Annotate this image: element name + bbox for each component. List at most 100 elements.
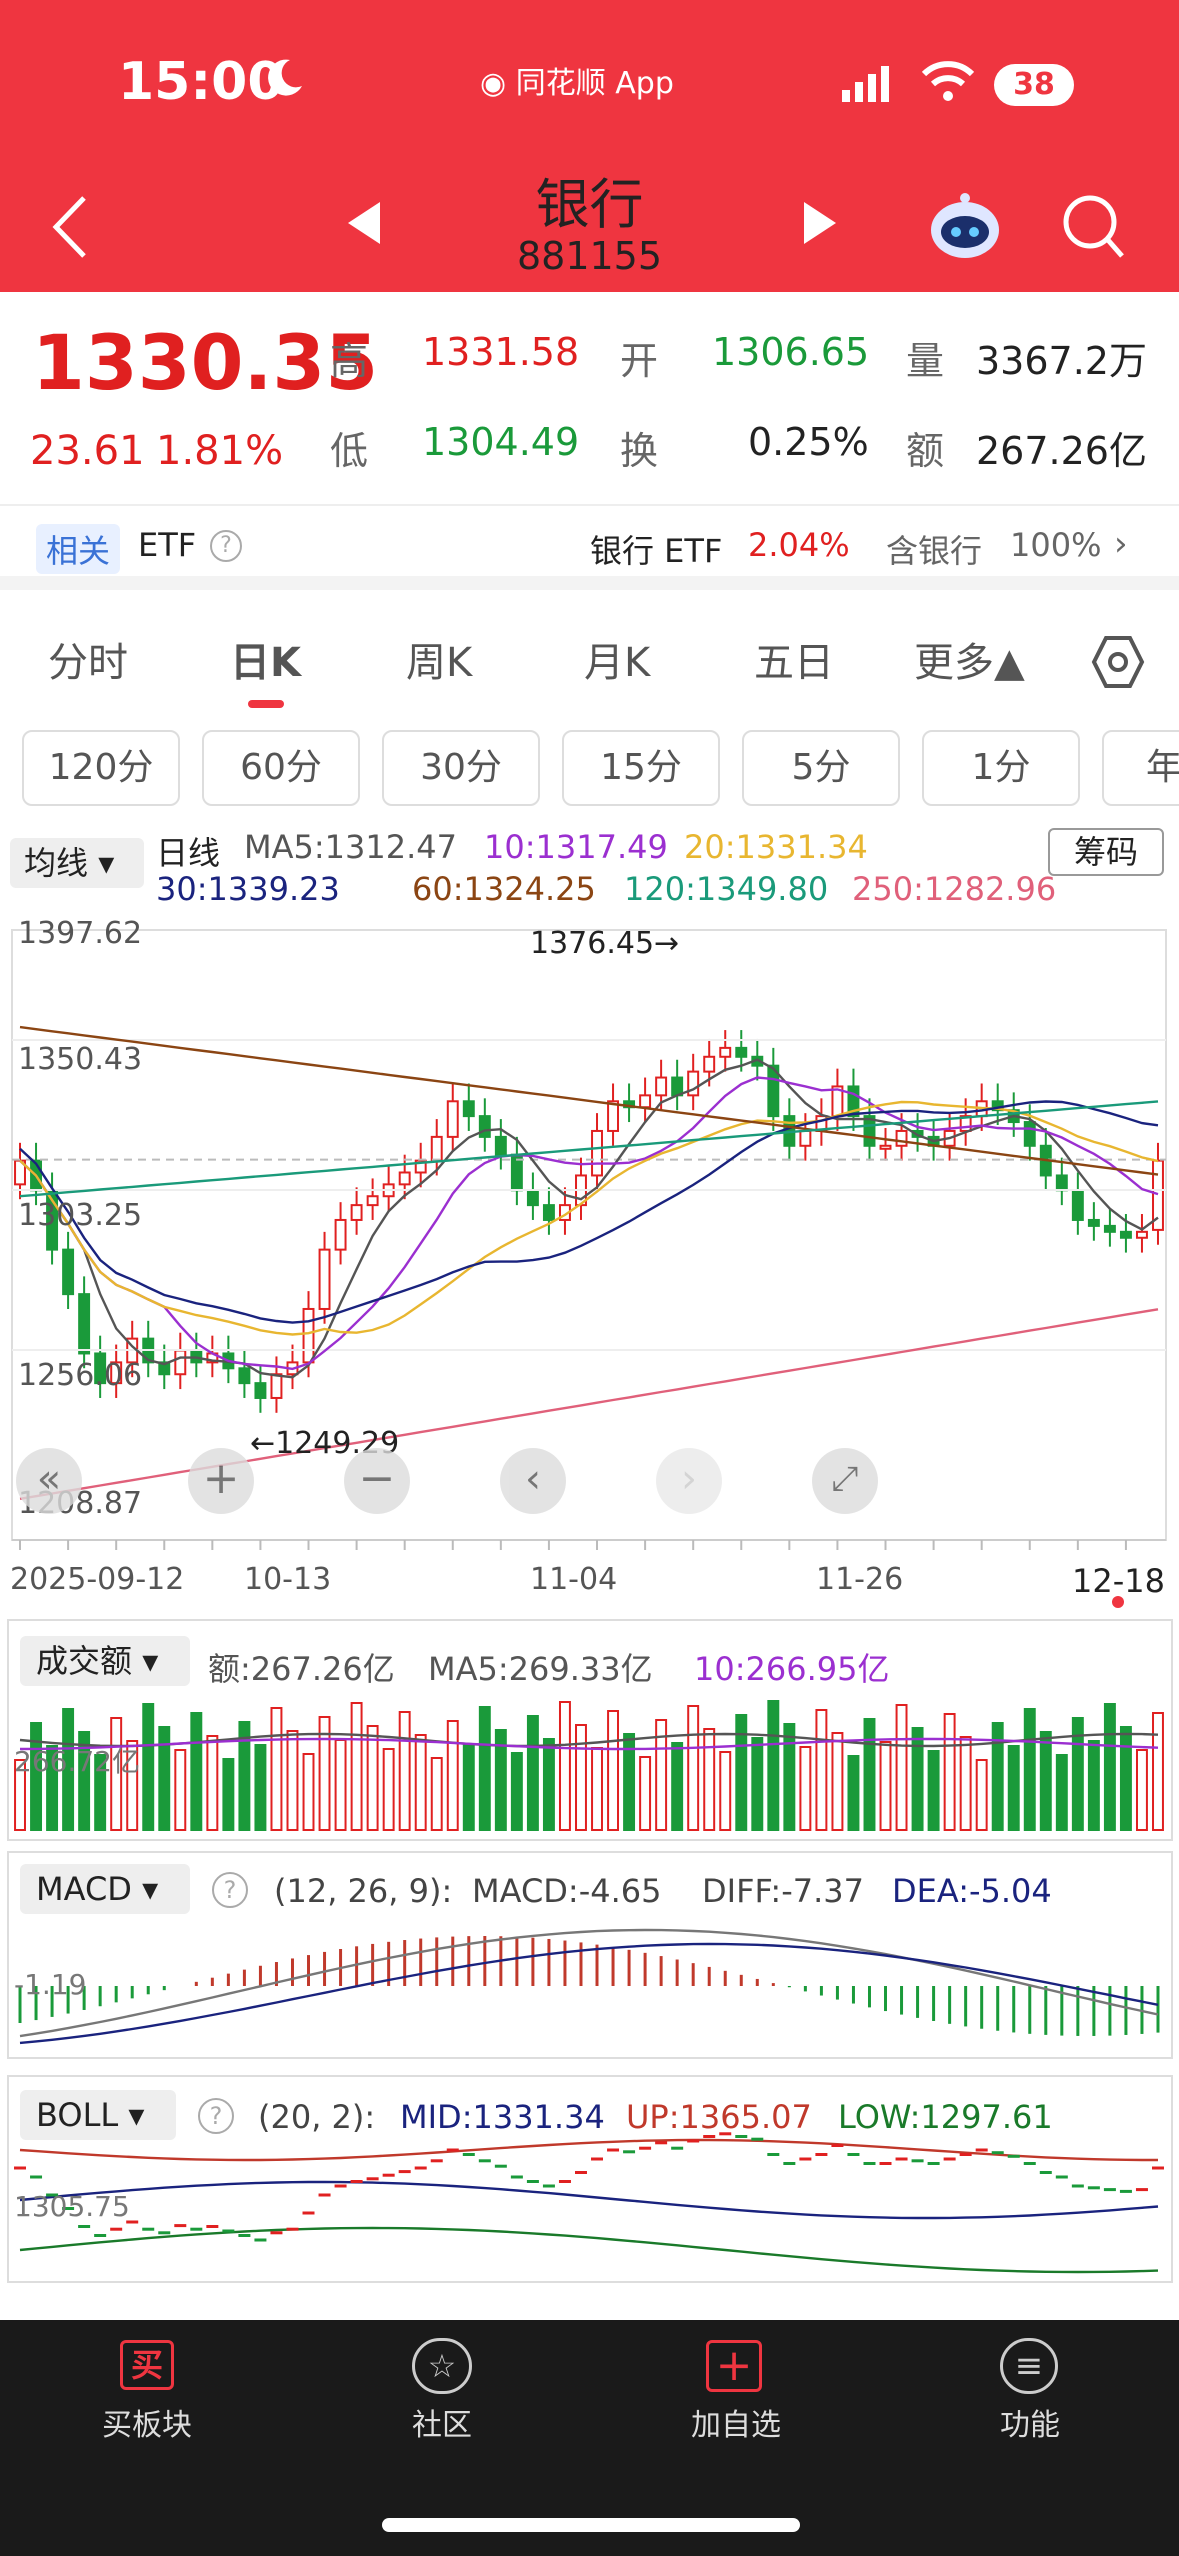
max-note: 1376.45→: [530, 926, 680, 961]
tab-weekly-k[interactable]: 周K: [406, 640, 473, 686]
nav-add-watchlist[interactable]: 加自选: [691, 2408, 781, 2443]
x-tick-1: 10-13: [244, 1562, 332, 1597]
wifi-icon: [922, 61, 974, 101]
low-value: 1304.49: [422, 420, 580, 464]
volume-bar: [607, 1710, 620, 1831]
volume-bar: [366, 1725, 379, 1831]
candle-body: [863, 1115, 876, 1147]
volume-bar: [238, 1721, 251, 1831]
macd-help-icon[interactable]: ?: [212, 1872, 248, 1908]
candle-body: [1119, 1230, 1132, 1239]
period-120m[interactable]: 120分: [22, 730, 180, 806]
tab-five-day[interactable]: 五日: [754, 640, 834, 686]
candle-body: [494, 1135, 507, 1156]
tab-daily-k[interactable]: 日K: [230, 640, 301, 686]
candle-body: [847, 1085, 860, 1118]
volume-bar: [318, 1716, 331, 1831]
volume-bar: [863, 1718, 876, 1831]
scroll-left-icon[interactable]: ‹: [500, 1448, 566, 1514]
period-15m[interactable]: 15分: [562, 730, 720, 806]
volume-bar: [687, 1705, 700, 1831]
macd-value: MACD:-4.65: [472, 1872, 662, 1910]
ma5-line: [19, 1058, 1159, 1379]
volume-bar: [991, 1722, 1004, 1831]
add-watchlist-icon[interactable]: +: [706, 2340, 762, 2392]
nav-buy-sector[interactable]: 买板块: [102, 2408, 192, 2443]
ma30-line: [19, 1100, 1159, 1324]
zoom-in-icon[interactable]: +: [188, 1448, 254, 1514]
tab-monthly-k[interactable]: 月K: [584, 640, 651, 686]
back-icon[interactable]: [46, 192, 96, 262]
volume-bar: [735, 1714, 748, 1831]
etf-row[interactable]: [0, 504, 1179, 590]
amount-label: 额: [906, 429, 945, 473]
community-icon[interactable]: ☆: [412, 2338, 472, 2394]
boll-low: LOW:1297.61: [838, 2098, 1053, 2136]
menu-icon[interactable]: ≡: [1000, 2338, 1058, 2394]
scroll-right-icon[interactable]: ›: [656, 1448, 722, 1514]
search-icon[interactable]: [1060, 192, 1126, 262]
candle-body: [1055, 1174, 1068, 1192]
volume-bar: [510, 1752, 523, 1831]
volume-bar: [1135, 1749, 1148, 1831]
current-dot: [1112, 1596, 1124, 1608]
zoom-out-icon[interactable]: −: [344, 1448, 410, 1514]
volume-bar: [190, 1712, 203, 1831]
volume-bar: [158, 1726, 171, 1831]
volume-bar: [895, 1704, 908, 1831]
volume-bar: [1152, 1712, 1164, 1831]
macd-selector[interactable]: MACD ▾: [20, 1864, 190, 1914]
volume-bar: [126, 1740, 139, 1831]
boll-selector[interactable]: BOLL ▾: [20, 2090, 176, 2140]
volume-bar: [462, 1743, 475, 1831]
app-badge[interactable]: ◉ 同花顺 App: [480, 58, 674, 102]
bank-etf-label[interactable]: 银行 ETF: [590, 532, 723, 570]
buy-sector-icon[interactable]: 买: [120, 2340, 174, 2390]
robot-assistant-icon[interactable]: [926, 190, 1004, 262]
candle-body: [462, 1100, 475, 1118]
volume-bar: [975, 1759, 988, 1831]
volume-scale: 266.72亿: [14, 1745, 140, 1778]
prev-stock-icon[interactable]: [344, 200, 384, 246]
candle-body: [735, 1046, 748, 1058]
period-60m[interactable]: 60分: [202, 730, 360, 806]
bottom-nav: [0, 2320, 1179, 2556]
volume-bar: [398, 1711, 411, 1831]
chevron-right-icon[interactable]: ›: [1114, 524, 1128, 564]
candle-body: [334, 1218, 347, 1251]
nav-functions[interactable]: 功能: [1000, 2408, 1060, 2443]
candle-body: [398, 1171, 411, 1186]
volume-bar: [1055, 1754, 1068, 1831]
chip-button[interactable]: 筹码: [1048, 828, 1164, 876]
tab-indicator: [248, 700, 284, 708]
boll-mid: MID:1331.34: [400, 2098, 605, 2136]
volume-bar: [78, 1731, 91, 1831]
volume-bar: [254, 1744, 267, 1831]
candle-body: [879, 1144, 892, 1150]
settings-icon[interactable]: [1090, 634, 1146, 690]
tab-intraday[interactable]: 分时: [48, 640, 128, 686]
volume-bar: [879, 1741, 892, 1831]
boll-help-icon[interactable]: ?: [198, 2098, 234, 2134]
kline-chart[interactable]: [0, 0, 1179, 2320]
rewind-icon[interactable]: «: [16, 1448, 82, 1514]
nav-community[interactable]: 社区: [412, 2408, 472, 2443]
volume-bar: [959, 1736, 972, 1831]
next-stock-icon[interactable]: [800, 200, 840, 246]
period-5m[interactable]: 5分: [742, 730, 900, 806]
tab-more[interactable]: 更多▲: [914, 640, 1025, 686]
volume-value: 3367.2万: [976, 339, 1147, 383]
high-label: 高: [330, 339, 369, 383]
macd-params: (12, 26, 9):: [274, 1872, 453, 1910]
volume-bar: [478, 1706, 491, 1831]
period-year[interactable]: 年: [1102, 730, 1179, 806]
macd-diff-line: [19, 1928, 1159, 2038]
period-30m[interactable]: 30分: [382, 730, 540, 806]
ma-selector[interactable]: 均线 ▾: [10, 838, 144, 888]
period-1m[interactable]: 1分: [922, 730, 1080, 806]
candle-body: [110, 1361, 123, 1385]
fullscreen-icon[interactable]: ⤢: [812, 1448, 878, 1514]
help-icon[interactable]: ?: [210, 530, 242, 562]
volume-selector[interactable]: 成交额 ▾: [20, 1636, 190, 1686]
ma30-value: 30:1339.23: [156, 870, 340, 908]
